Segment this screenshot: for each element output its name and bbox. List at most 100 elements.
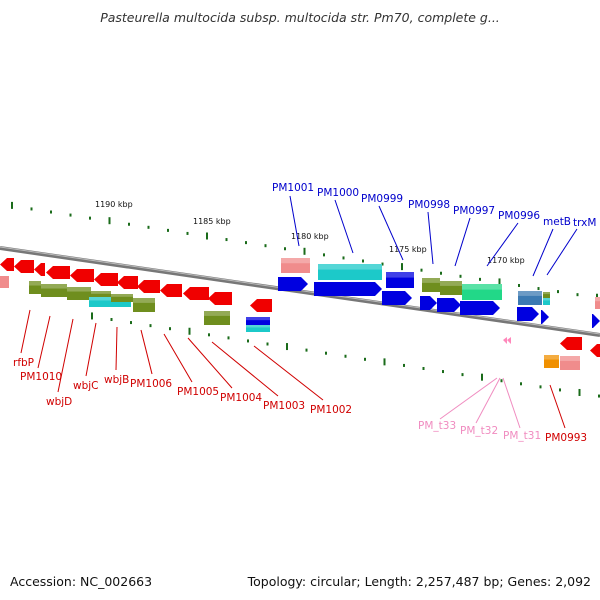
gene-arrow[interactable]: [560, 337, 582, 350]
gene-arrow[interactable]: [382, 291, 412, 305]
gene-box[interactable]: [91, 291, 111, 299]
gene-box[interactable]: [318, 264, 382, 280]
gene-arrow[interactable]: [70, 269, 94, 282]
leader-line: [486, 222, 519, 267]
gene-box[interactable]: [440, 281, 462, 295]
leader-line: [502, 377, 521, 429]
gene-box[interactable]: [67, 287, 91, 300]
gene-box[interactable]: [544, 355, 559, 368]
gene-label-metb[interactable]: metB: [543, 216, 571, 228]
gene-arrow[interactable]: [117, 276, 138, 289]
leader-line: [427, 211, 434, 265]
scale-tick: [110, 318, 113, 322]
gene-box-shine: [89, 297, 131, 301]
gene-label-pm0999[interactable]: PM0999: [361, 193, 403, 205]
scale-tick: [91, 312, 93, 320]
gene-box-shine: [281, 258, 310, 264]
gene-box-shine: [544, 355, 559, 360]
gene-box[interactable]: [133, 298, 155, 312]
gene-label-pm1001[interactable]: PM1001: [272, 182, 314, 194]
scale-tick: [442, 370, 444, 374]
gene-arrow[interactable]: [278, 277, 308, 291]
gene-box[interactable]: [595, 297, 600, 309]
scale-label: 1175 kbp: [389, 245, 427, 254]
gene-arrow[interactable]: [34, 263, 45, 276]
gene-features[interactable]: [0, 258, 600, 370]
gene-arrow[interactable]: [517, 307, 539, 321]
scale-tick: [420, 268, 423, 272]
gene-arrow[interactable]: [14, 260, 34, 273]
trna-label-pm-t31[interactable]: PM_t31: [503, 430, 541, 442]
gene-box[interactable]: [386, 272, 414, 288]
scale-tick: [520, 382, 522, 386]
gene-label-pm1006[interactable]: PM1006: [130, 378, 172, 390]
gene-arrow[interactable]: [460, 301, 500, 315]
scale-tick: [149, 324, 152, 328]
scale-tick: [264, 244, 267, 248]
gene-arrow[interactable]: [590, 344, 600, 357]
gene-arrow[interactable]: [314, 282, 382, 296]
gene-box[interactable]: [29, 281, 41, 294]
gene-box[interactable]: [518, 291, 542, 305]
gene-label-pm0996[interactable]: PM0996: [498, 210, 540, 222]
gene-arrow[interactable]: [46, 266, 70, 279]
gene-box[interactable]: [462, 284, 502, 300]
scale-tick: [266, 342, 269, 346]
gene-arrow[interactable]: [183, 287, 209, 300]
gene-box-shine: [246, 317, 270, 321]
gene-labels[interactable]: PM1001 PM1000 PM0999 PM0998 PM0997 PM0996 metB…: [13, 182, 596, 444]
gene-arrow[interactable]: [208, 292, 232, 305]
gene-label-pm1003[interactable]: PM1003: [263, 400, 305, 412]
gene-arrow[interactable]: [94, 273, 118, 286]
gene-box[interactable]: [422, 278, 440, 292]
gene-arrow[interactable]: [541, 310, 549, 324]
trna-label-pm-t32[interactable]: PM_t32: [460, 425, 498, 437]
gene-arrow[interactable]: [592, 314, 600, 328]
gene-arrow[interactable]: [437, 298, 461, 312]
gene-box[interactable]: [560, 356, 580, 370]
gene-label-rfbp[interactable]: rfbP: [13, 357, 34, 369]
gene-arrow[interactable]: [420, 296, 437, 310]
gene-box[interactable]: [543, 298, 550, 305]
scale-tick: [11, 201, 13, 209]
gene-arrow[interactable]: [137, 280, 160, 293]
gene-label-trxm[interactable]: trxM: [573, 217, 596, 229]
gene-box[interactable]: [204, 311, 230, 325]
leader-line: [549, 384, 566, 429]
scale-tick: [208, 333, 210, 337]
gene-label-pm0997[interactable]: PM0997: [453, 205, 495, 217]
leader-line: [57, 318, 74, 393]
gene-arrow[interactable]: [0, 258, 14, 271]
gene-label-wbjb[interactable]: wbjB: [104, 374, 129, 386]
leader-line: [115, 326, 118, 371]
gene-label-wbjc[interactable]: wbjC: [73, 380, 99, 392]
gene-label-pm1005[interactable]: PM1005: [177, 386, 219, 398]
leader-line: [37, 315, 51, 369]
scale-tick: [186, 231, 189, 235]
trna-feature[interactable]: [503, 337, 511, 344]
leader-line: [454, 217, 471, 267]
gene-box[interactable]: [281, 258, 310, 273]
gene-box[interactable]: [41, 284, 67, 297]
gene-box-shine: [246, 325, 270, 328]
gene-label-pm1004[interactable]: PM1004: [220, 392, 262, 404]
gene-label-pm1010[interactable]: PM1010: [20, 371, 62, 383]
gene-box[interactable]: [0, 276, 9, 288]
gene-label-pm0998[interactable]: PM0998: [408, 199, 450, 211]
scale-tick: [401, 263, 403, 271]
gene-box[interactable]: [543, 292, 550, 298]
trna-label-pm-t33[interactable]: PM_t33: [418, 420, 456, 432]
gene-label-pm1002[interactable]: PM1002: [310, 404, 352, 416]
gene-label-pm0993[interactable]: PM0993: [545, 432, 587, 444]
gene-label-pm1000[interactable]: PM1000: [317, 187, 359, 199]
gene-box-shine: [560, 356, 580, 361]
gene-label-wbjd[interactable]: wbjD: [46, 396, 72, 408]
gene-box[interactable]: [89, 297, 131, 307]
gene-box[interactable]: [246, 325, 270, 332]
gene-arrow[interactable]: [160, 284, 182, 297]
gene-arrow[interactable]: [250, 299, 272, 312]
scale-tick: [227, 336, 230, 340]
gene-box[interactable]: [111, 294, 133, 302]
gene-box[interactable]: [246, 317, 270, 326]
